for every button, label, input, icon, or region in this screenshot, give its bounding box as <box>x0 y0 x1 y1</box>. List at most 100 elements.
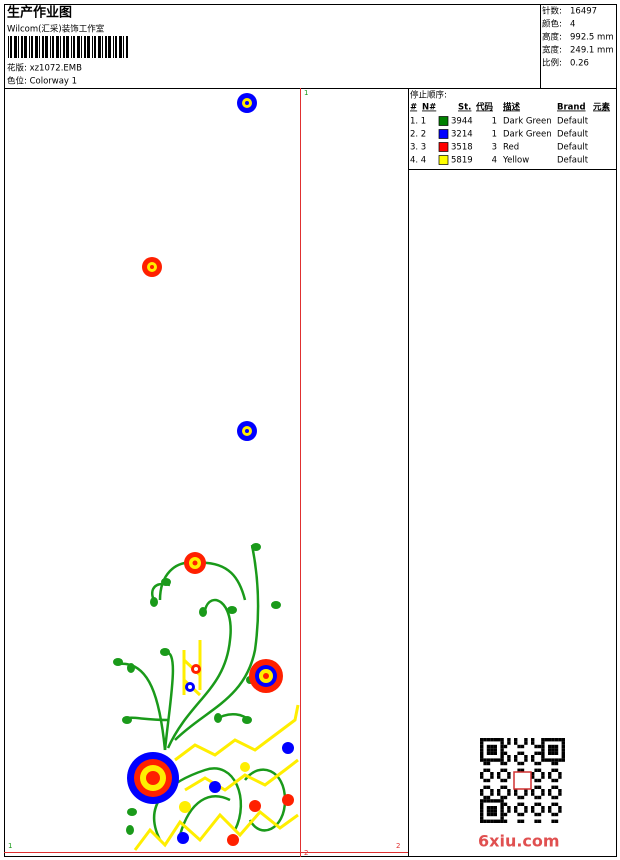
qr-module <box>544 738 548 742</box>
qr-module <box>497 799 501 803</box>
qr-module <box>548 751 552 755</box>
qr-module <box>486 748 491 752</box>
qr-module <box>541 744 545 749</box>
barcode-bar <box>66 36 69 58</box>
qr-module <box>507 772 511 776</box>
qr-module <box>524 758 528 762</box>
qr-module <box>544 758 548 762</box>
qr-module <box>490 758 494 762</box>
qr-module <box>537 778 542 783</box>
qr-module <box>561 741 565 745</box>
row-index: 3. 3 <box>410 143 426 153</box>
qr-module <box>500 741 504 745</box>
qr-module <box>551 802 555 806</box>
qr-module <box>493 744 497 749</box>
qr-module <box>517 802 521 806</box>
qr-module <box>548 789 552 793</box>
decoration <box>182 640 202 697</box>
qr-module <box>514 741 518 745</box>
barcode-bar <box>60 36 61 58</box>
qr-module <box>486 795 491 800</box>
barcode-bar <box>31 36 33 58</box>
barcode-bar <box>45 36 48 58</box>
qr-module <box>541 792 545 796</box>
barcode-bar <box>98 36 101 58</box>
qr-module <box>497 775 501 779</box>
qr-module <box>507 758 511 762</box>
decoration <box>150 597 158 607</box>
qr-module <box>503 778 508 783</box>
qr-module <box>486 799 491 803</box>
qr-module <box>490 792 494 796</box>
qr-module <box>483 738 487 742</box>
qr-module <box>490 799 494 803</box>
qr-module <box>558 806 562 810</box>
qr-module <box>514 738 518 742</box>
decoration <box>174 704 300 762</box>
qr-module <box>531 772 535 776</box>
barcode-bar <box>50 36 51 58</box>
qr-module <box>500 802 504 806</box>
qr-module <box>551 744 555 749</box>
qr-module <box>503 744 508 749</box>
qr-module <box>514 806 518 810</box>
qr-module <box>524 809 528 813</box>
qr-module <box>497 758 501 762</box>
qr-module <box>561 758 565 762</box>
qr-module <box>480 819 484 823</box>
code: 1 <box>492 130 497 140</box>
barcode-bar <box>119 36 122 58</box>
qr-module <box>554 785 559 789</box>
studio: Wilcom(汇采)装饰工作室 <box>7 24 105 35</box>
barcode-bar <box>123 36 124 58</box>
qr-module <box>480 799 484 803</box>
qr-module <box>531 792 535 796</box>
decoration <box>282 794 294 806</box>
qr-module <box>507 755 511 759</box>
qr-module <box>537 751 542 755</box>
barcode-bar <box>108 36 111 58</box>
qr-module <box>541 758 545 762</box>
qr-module <box>541 789 545 793</box>
barcode-bar <box>63 36 65 58</box>
qr-module <box>503 795 508 800</box>
code: 4 <box>492 156 497 166</box>
qr-module <box>486 744 491 749</box>
marker: 2 <box>396 842 400 850</box>
decoration <box>263 673 269 679</box>
qr-module <box>524 792 528 796</box>
info-box: 针数: 16497 颜色: 4 高度: 992.5 mm 宽度: 249.1 mm 比例: 0.2… <box>542 6 614 69</box>
qr-module <box>534 785 538 789</box>
qr-module <box>524 789 528 793</box>
barcode-bar <box>81 36 82 58</box>
qr-module <box>486 806 491 810</box>
qr-module <box>554 761 559 766</box>
qr-module <box>490 775 494 779</box>
qr-module <box>480 748 484 752</box>
decoration <box>126 825 134 835</box>
color-swatch <box>438 116 449 126</box>
qr-module <box>548 758 552 762</box>
qr-module <box>554 738 559 742</box>
qr-module <box>551 738 555 742</box>
qr-module <box>480 816 484 820</box>
qr-module <box>486 812 491 817</box>
qr-module <box>524 806 528 810</box>
qr-module <box>558 792 562 796</box>
qr-module <box>537 802 542 806</box>
barcode-bar <box>56 36 59 58</box>
decoration <box>179 801 191 813</box>
qr-module <box>558 809 562 813</box>
qr-module <box>500 816 504 820</box>
qr-module <box>551 758 555 762</box>
barcode-bar <box>8 36 9 58</box>
decoration <box>227 834 239 846</box>
decoration <box>161 578 171 586</box>
info-label: 颜色: <box>542 19 562 30</box>
info-value: 0.26 <box>570 59 589 69</box>
stitches: 3944 <box>451 117 473 127</box>
code: 3 <box>492 143 497 153</box>
column-header: 代码 <box>475 102 494 113</box>
qr-module <box>483 785 487 789</box>
